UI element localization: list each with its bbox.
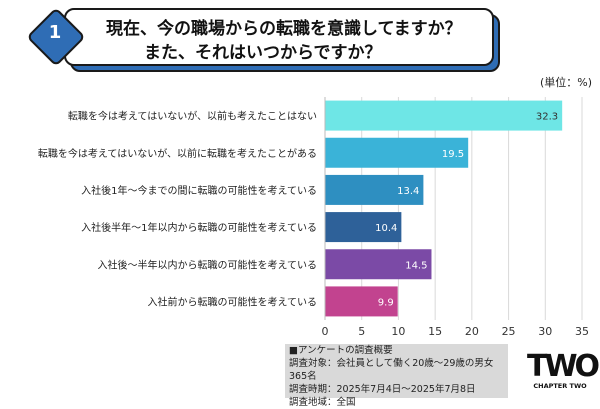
- x-tick-label: 15: [428, 325, 442, 338]
- survey-period: 調査時期：2025年7月4日〜2025年7月8日: [289, 384, 476, 395]
- logo-text: CHAPTER TWO: [533, 382, 587, 390]
- data-label: 10.4: [375, 223, 397, 234]
- title-box: 現在、今の職場からの転職を意識してますか？ また、それはいつからですか？: [64, 8, 494, 66]
- unit-label: (単位：%): [539, 76, 592, 89]
- bar-chart: 0 5 10 15 20 25 30 35 32.3 転職を今は考えてはいないが、以前も考えたこと…: [38, 97, 589, 338]
- bar: [325, 249, 432, 280]
- survey-target: 調査対象：会社員として働く20歳〜29歳の男女365名: [289, 358, 494, 382]
- data-label: 32.3: [536, 112, 558, 123]
- data-label: 14.5: [405, 260, 427, 271]
- logo-mark: TWO: [527, 349, 600, 384]
- title-line-1: 現在、今の職場からの転職を意識してますか？: [106, 19, 462, 39]
- category-label: 入社後〜半年以内から転職の可能性を考えている: [98, 258, 318, 271]
- chapter-two-logo: TWO CHAPTER TWO: [527, 349, 600, 391]
- category-label: 入社後1年〜今までの間に転職の可能性を考えている: [81, 184, 317, 197]
- bar: [325, 100, 563, 131]
- x-tick-label: 35: [575, 325, 589, 338]
- x-tick-label: 20: [465, 325, 479, 338]
- data-label: 9.9: [378, 297, 394, 308]
- category-label: 転職を今は考えてはいないが、以前も考えたことはない: [68, 110, 317, 123]
- category-label: 入社後半年〜1年以内から転職の可能性を考えている: [81, 221, 317, 234]
- x-tick-label: 10: [391, 325, 405, 338]
- bar: [325, 212, 402, 243]
- survey-heading: ■アンケートの調査概要: [289, 345, 393, 356]
- category-label: 入社前から転職の可能性を考えている: [148, 295, 318, 308]
- bar: [325, 137, 469, 168]
- title-line-2: また、それはいつからですか？: [144, 43, 382, 63]
- category-label: 転職を今は考えてはいないが、以前に転職を考えたことがある: [38, 147, 317, 160]
- x-tick-label: 30: [538, 325, 552, 338]
- survey-summary: ■アンケートの調査概要 調査対象：会社員として働く20歳〜29歳の男女365名 …: [285, 344, 508, 408]
- survey-region: 調査地域：全国: [289, 397, 356, 408]
- question-number: 1: [48, 22, 62, 43]
- data-label: 19.5: [442, 149, 464, 160]
- data-label: 13.4: [397, 186, 419, 197]
- x-tick-label: 0: [322, 325, 329, 338]
- bar: [325, 174, 424, 205]
- bar: [325, 286, 398, 317]
- x-tick-label: 5: [358, 325, 365, 338]
- x-tick-label: 25: [502, 325, 516, 338]
